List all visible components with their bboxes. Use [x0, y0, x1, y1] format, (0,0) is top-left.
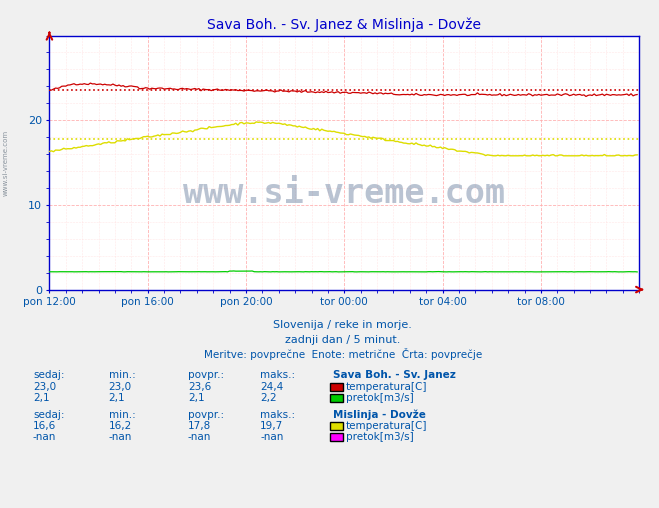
Text: Meritve: povprečne  Enote: metrične  Črta: povprečje: Meritve: povprečne Enote: metrične Črta:… [204, 348, 482, 360]
Text: zadnji dan / 5 minut.: zadnji dan / 5 minut. [285, 335, 401, 345]
Text: temperatura[C]: temperatura[C] [346, 421, 428, 431]
Text: 2,1: 2,1 [188, 393, 204, 403]
Text: min.:: min.: [109, 409, 136, 420]
Text: pretok[m3/s]: pretok[m3/s] [346, 393, 414, 403]
Text: 23,0: 23,0 [109, 382, 132, 392]
Text: Mislinja - Dovže: Mislinja - Dovže [333, 409, 426, 420]
Text: www.si-vreme.com: www.si-vreme.com [2, 130, 9, 196]
Text: 16,6: 16,6 [33, 421, 56, 431]
Text: 2,1: 2,1 [109, 393, 125, 403]
Title: Sava Boh. - Sv. Janez & Mislinja - Dovže: Sava Boh. - Sv. Janez & Mislinja - Dovže [208, 17, 481, 31]
Text: 16,2: 16,2 [109, 421, 132, 431]
Text: 2,2: 2,2 [260, 393, 277, 403]
Text: sedaj:: sedaj: [33, 370, 65, 380]
Text: 24,4: 24,4 [260, 382, 283, 392]
Text: -nan: -nan [188, 432, 211, 442]
Text: www.si-vreme.com: www.si-vreme.com [183, 177, 505, 209]
Text: maks.:: maks.: [260, 370, 295, 380]
Text: -nan: -nan [260, 432, 283, 442]
Text: povpr.:: povpr.: [188, 370, 224, 380]
Text: 23,0: 23,0 [33, 382, 56, 392]
Text: 17,8: 17,8 [188, 421, 211, 431]
Text: pretok[m3/s]: pretok[m3/s] [346, 432, 414, 442]
Text: Slovenija / reke in morje.: Slovenija / reke in morje. [273, 320, 412, 330]
Text: maks.:: maks.: [260, 409, 295, 420]
Text: sedaj:: sedaj: [33, 409, 65, 420]
Text: 2,1: 2,1 [33, 393, 49, 403]
Text: Sava Boh. - Sv. Janez: Sava Boh. - Sv. Janez [333, 370, 455, 380]
Text: temperatura[C]: temperatura[C] [346, 382, 428, 392]
Text: 23,6: 23,6 [188, 382, 211, 392]
Text: -nan: -nan [109, 432, 132, 442]
Text: povpr.:: povpr.: [188, 409, 224, 420]
Text: 19,7: 19,7 [260, 421, 283, 431]
Text: min.:: min.: [109, 370, 136, 380]
Text: -nan: -nan [33, 432, 56, 442]
